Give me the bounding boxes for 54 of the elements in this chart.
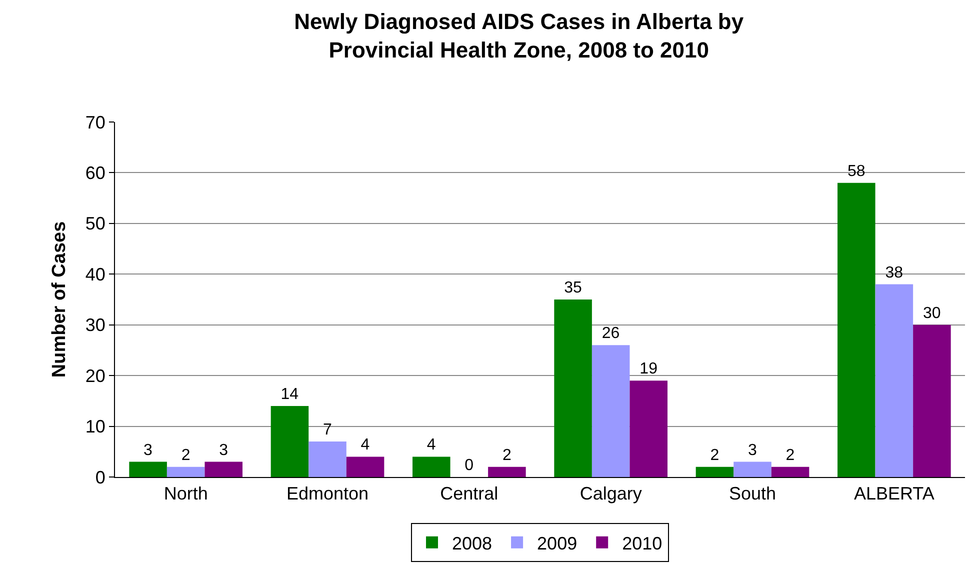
data-label: 19 [640, 360, 658, 378]
y-tick-label: 0 [95, 467, 106, 488]
data-label: 3 [144, 442, 153, 459]
data-label: 2 [181, 446, 190, 464]
data-label: 2 [786, 446, 795, 464]
legend-label: 2008 [452, 533, 492, 554]
bar [630, 380, 668, 477]
x-tick-label: Edmonton [286, 484, 369, 504]
x-tick-label: ALBERTA [854, 484, 934, 504]
x-tick-label: South [728, 484, 776, 504]
data-label: 30 [922, 304, 941, 322]
bar [838, 182, 876, 477]
data-label: 7 [323, 422, 332, 438]
y-tick-label: 70 [85, 112, 106, 132]
legend-label: 2009 [537, 533, 578, 554]
data-label: 2 [710, 446, 720, 464]
x-tick-label: Central [440, 484, 498, 504]
y-tick-label: 40 [85, 264, 106, 284]
data-label: 58 [847, 162, 866, 180]
data-label: 38 [885, 264, 904, 282]
bar [771, 466, 810, 477]
y-tick-label: 30 [85, 315, 106, 336]
bar [696, 466, 734, 477]
y-tick-label: 10 [85, 416, 106, 437]
y-axis-title: Number of Cases [49, 221, 70, 378]
data-label: 0 [464, 457, 474, 474]
bar [346, 456, 384, 477]
data-label: 3 [748, 442, 757, 459]
data-label: 26 [602, 325, 620, 342]
x-tick-label: Calgary [580, 484, 642, 504]
bar [554, 300, 592, 477]
bar [129, 462, 167, 477]
x-tick-label: North [164, 484, 208, 504]
bar [204, 462, 242, 477]
data-label: 4 [360, 436, 370, 454]
chart-title: Newly Diagnosed AIDS Cases in Alberta by Provincial Health Zone, 2008 to 2010 [294, 9, 744, 63]
y-tick-label: 50 [85, 214, 106, 234]
bar [913, 324, 951, 477]
data-label: 4 [426, 436, 436, 454]
data-label: 2 [502, 446, 512, 464]
y-tick-label: 60 [85, 163, 106, 184]
data-label: 3 [219, 442, 228, 459]
bar [166, 466, 205, 477]
bar [592, 345, 630, 477]
data-label: 35 [564, 280, 582, 296]
bar [270, 406, 309, 477]
data-label: 14 [280, 386, 299, 403]
bar [412, 456, 450, 477]
bar [734, 462, 772, 477]
y-tick-label: 20 [85, 366, 106, 386]
bar [308, 442, 346, 477]
bar [488, 466, 526, 477]
bar [875, 284, 914, 477]
legend-label: 2010 [622, 533, 662, 554]
